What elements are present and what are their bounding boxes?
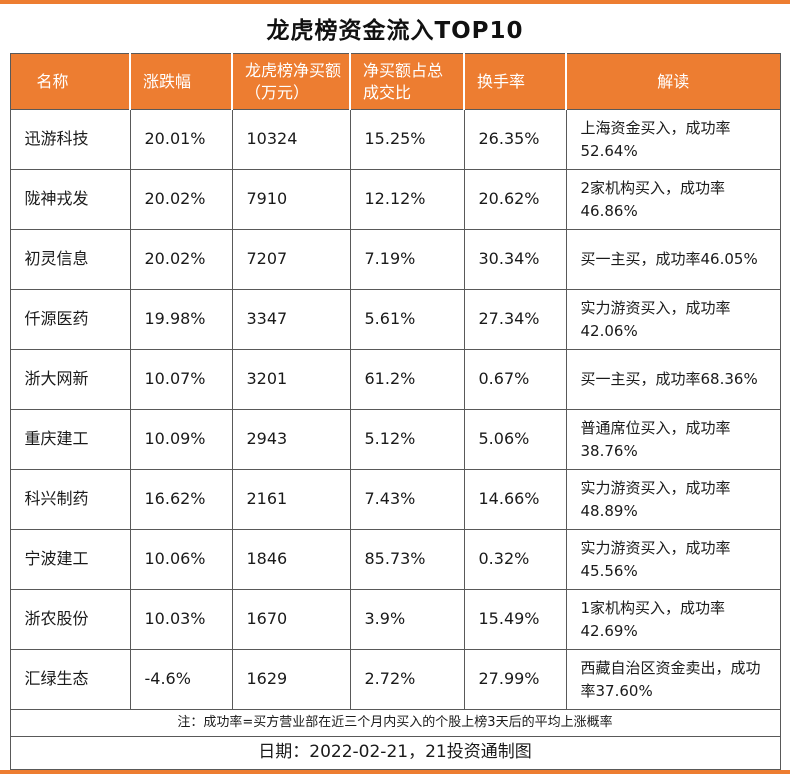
cell-stock-name: 初灵信息 (9, 229, 131, 290)
cell-net-buy-ratio: 7.19% (349, 229, 465, 290)
cell-interpretation: 实力游资买入，成功率48.89% (565, 469, 781, 530)
cell-change-pct: 20.02% (129, 229, 233, 290)
cell-turnover: 15.49% (463, 589, 567, 650)
cell-net-buy: 1670 (231, 589, 351, 650)
cell-turnover: 0.67% (463, 349, 567, 410)
table-row: 汇绿生态 -4.6% 1629 2.72% 27.99% 西藏自治区资金卖出，成… (9, 649, 781, 710)
table-row: 浙农股份 10.03% 1670 3.9% 15.49% 1家机构买入，成功率4… (9, 589, 781, 650)
cell-interpretation: 买一主买，成功率46.05% (565, 229, 781, 290)
cell-change-pct: 10.09% (129, 409, 233, 470)
cell-net-buy: 7207 (231, 229, 351, 290)
table-row: 浙大网新 10.07% 3201 61.2% 0.67% 买一主买，成功率68.… (9, 349, 781, 410)
cell-net-buy-ratio: 5.12% (349, 409, 465, 470)
date-row: 日期：2022-02-21，21投资通制图 (9, 736, 781, 770)
cell-change-pct: -4.6% (129, 649, 233, 710)
col-header-net-buy: 龙虎榜净买额（万元） (231, 53, 350, 110)
cell-net-buy: 1629 (231, 649, 351, 710)
cell-interpretation: 普通席位买入，成功率38.76% (565, 409, 781, 470)
table-row: 仟源医药 19.98% 3347 5.61% 27.34% 实力游资买入，成功率… (9, 289, 781, 350)
cell-interpretation: 1家机构买入，成功率42.69% (565, 589, 781, 650)
cell-change-pct: 10.06% (129, 529, 233, 590)
table-row: 陇神戎发 20.02% 7910 12.12% 20.62% 2家机构买入，成功… (9, 169, 781, 230)
cell-stock-name: 迅游科技 (9, 109, 131, 170)
cell-net-buy-ratio: 85.73% (349, 529, 465, 590)
col-header-interpretation: 解读 (565, 53, 780, 110)
cell-stock-name: 科兴制药 (9, 469, 131, 530)
table-row: 迅游科技 20.01% 10324 15.25% 26.35% 上海资金买入，成… (9, 109, 781, 170)
cell-turnover: 20.62% (463, 169, 567, 230)
cell-net-buy: 2943 (231, 409, 351, 470)
footnote-row: 注：成功率=买方营业部在近三个月内买入的个股上榜3天后的平均上涨概率 (9, 709, 781, 737)
table-row: 科兴制药 16.62% 2161 7.43% 14.66% 实力游资买入，成功率… (9, 469, 781, 530)
cell-stock-name: 浙农股份 (9, 589, 131, 650)
cell-change-pct: 20.01% (129, 109, 233, 170)
cell-turnover: 5.06% (463, 409, 567, 470)
cell-stock-name: 浙大网新 (9, 349, 131, 410)
footnote: 注：成功率=买方营业部在近三个月内买入的个股上榜3天后的平均上涨概率 (9, 709, 781, 737)
header-row: 名称 涨跌幅 龙虎榜净买额（万元） 净买额占总成交比 换手率 解读 (10, 53, 780, 110)
cell-net-buy: 1846 (231, 529, 351, 590)
cell-turnover: 27.34% (463, 289, 567, 350)
date-line: 日期：2022-02-21，21投资通制图 (9, 736, 781, 770)
cell-stock-name: 仟源医药 (9, 289, 131, 350)
cell-change-pct: 20.02% (129, 169, 233, 230)
table-row: 重庆建工 10.09% 2943 5.12% 5.06% 普通席位买入，成功率3… (9, 409, 781, 470)
cell-interpretation: 实力游资买入，成功率45.56% (565, 529, 781, 590)
cell-net-buy-ratio: 5.61% (349, 289, 465, 350)
page-title: 龙虎榜资金流入TOP10 (266, 18, 524, 44)
cell-net-buy: 3201 (231, 349, 351, 410)
cell-turnover: 14.66% (463, 469, 567, 530)
cell-interpretation: 西藏自治区资金卖出，成功率37.60% (565, 649, 781, 710)
col-header-net-buy-ratio: 净买额占总成交比 (349, 53, 464, 110)
cell-stock-name: 汇绿生态 (9, 649, 131, 710)
cell-net-buy: 2161 (231, 469, 351, 530)
cell-net-buy-ratio: 61.2% (349, 349, 465, 410)
cell-turnover: 0.32% (463, 529, 567, 590)
cell-net-buy-ratio: 3.9% (349, 589, 465, 650)
cell-change-pct: 10.07% (129, 349, 233, 410)
cell-change-pct: 19.98% (129, 289, 233, 350)
table-row: 宁波建工 10.06% 1846 85.73% 0.32% 实力游资买入，成功率… (9, 529, 781, 590)
top-accent-bar (0, 0, 790, 4)
cell-net-buy-ratio: 7.43% (349, 469, 465, 530)
col-header-name: 名称 (10, 53, 130, 110)
cell-change-pct: 10.03% (129, 589, 233, 650)
cell-net-buy-ratio: 12.12% (349, 169, 465, 230)
cell-net-buy: 3347 (231, 289, 351, 350)
cell-interpretation: 上海资金买入，成功率52.64% (565, 109, 781, 170)
cell-interpretation: 实力游资买入，成功率42.06% (565, 289, 781, 350)
table-row: 初灵信息 20.02% 7207 7.19% 30.34% 买一主买，成功率46… (9, 229, 781, 290)
cell-interpretation: 买一主买，成功率68.36% (565, 349, 781, 410)
cell-turnover: 30.34% (463, 229, 567, 290)
cell-net-buy: 7910 (231, 169, 351, 230)
col-header-turnover: 换手率 (463, 53, 566, 110)
col-header-change: 涨跌幅 (129, 53, 232, 110)
cell-turnover: 26.35% (463, 109, 567, 170)
bottom-accent-bar (0, 770, 790, 774)
cell-net-buy-ratio: 15.25% (349, 109, 465, 170)
cell-net-buy-ratio: 2.72% (349, 649, 465, 710)
cell-net-buy: 10324 (231, 109, 351, 170)
cell-stock-name: 陇神戎发 (9, 169, 131, 230)
cell-interpretation: 2家机构买入，成功率46.86% (565, 169, 781, 230)
cell-stock-name: 重庆建工 (9, 409, 131, 470)
cell-turnover: 27.99% (463, 649, 567, 710)
top10-table: 名称 涨跌幅 龙虎榜净买额（万元） 净买额占总成交比 换手率 解读 迅游科技 2… (9, 53, 781, 770)
cell-change-pct: 16.62% (129, 469, 233, 530)
cell-stock-name: 宁波建工 (9, 529, 131, 590)
